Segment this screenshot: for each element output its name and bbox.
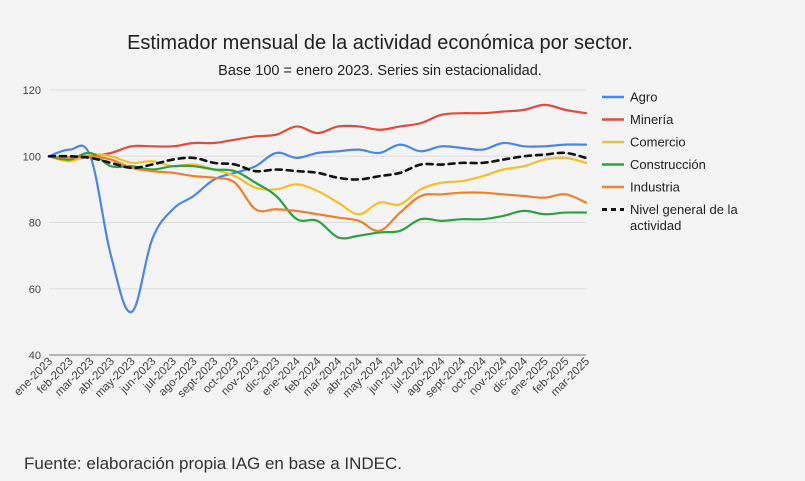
series-line (47, 151, 588, 181)
x-axis-ticks: ene-2023feb-2023mar-2023abr-2023may-2023… (12, 355, 592, 400)
source-note: Fuente: elaboración propia IAG en base a… (24, 454, 402, 473)
y-tick-label: 80 (29, 218, 41, 230)
legend-label: Agro (630, 90, 657, 105)
grid (49, 89, 586, 356)
series-line (47, 155, 588, 232)
y-tick-label: 100 (23, 151, 41, 163)
legend-label: Comercio (630, 135, 686, 150)
y-tick-label: 60 (29, 284, 41, 296)
chart-title: Estimador mensual de la actividad económ… (127, 32, 633, 54)
series-line (47, 141, 588, 314)
series-line (47, 153, 588, 216)
legend-label: Minería (630, 112, 674, 127)
legend-label: Industria (630, 180, 681, 195)
y-tick-label: 120 (23, 85, 41, 97)
legend: Agro Minería Comercio Construcción Industria… (602, 90, 738, 233)
legend-label: Nivel general de la (630, 202, 738, 217)
y-axis-ticks: 40 60 80 100 120 (23, 85, 41, 362)
series-line (47, 103, 588, 161)
legend-label: actividad (630, 218, 681, 233)
chart-subtitle: Base 100 = enero 2023. Series sin estaci… (218, 63, 542, 79)
legend-label: Construcción (630, 157, 706, 172)
series-lines (47, 103, 588, 314)
y-tick-label: 40 (29, 350, 41, 362)
